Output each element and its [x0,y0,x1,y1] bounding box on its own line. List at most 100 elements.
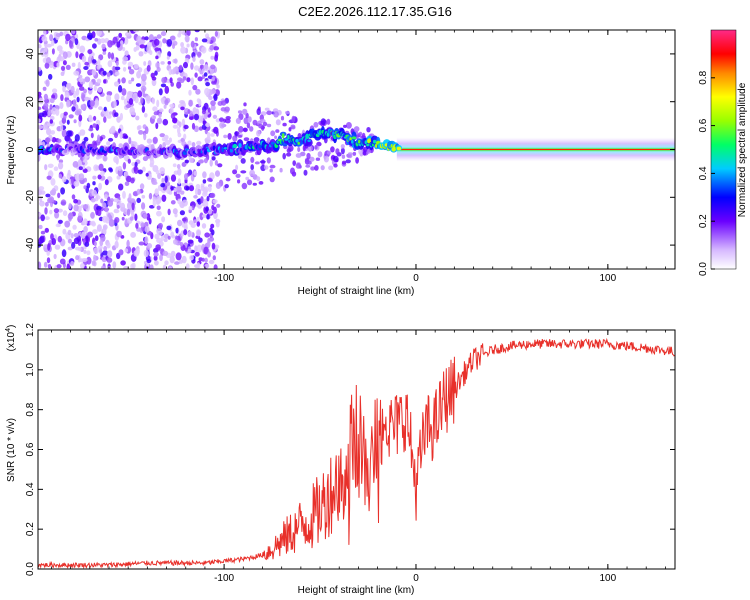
noise-speck [183,61,188,69]
noise-speck [128,68,135,75]
noise-speck [55,223,61,228]
y-tick-label: 40 [25,48,36,60]
noise-speck [113,112,119,117]
noise-speck [139,183,145,190]
noise-speck [225,118,231,124]
noise-speck [126,175,132,183]
noise-speck [44,137,51,143]
noise-speck [54,244,61,250]
noise-speck [207,107,211,113]
noise-speck [184,35,190,43]
noise-speck [187,109,191,114]
noise-speck [176,81,182,89]
noise-speck [225,177,231,182]
noise-speck [60,94,64,102]
noise-speck [164,85,170,94]
noise-speck [43,30,47,37]
ridge-blob [364,140,368,145]
noise-speck [209,159,213,167]
noise-speck [180,190,185,195]
noise-speck [290,167,295,175]
noise-speck [305,164,311,168]
noise-speck [209,227,213,233]
noise-speck [197,159,204,164]
noise-speck [183,124,189,130]
noise-speck [264,107,270,111]
noise-speck [144,225,150,233]
noise-speck [66,119,70,125]
noise-speck [343,124,347,128]
noise-speck [154,188,159,196]
noise-speck [246,179,253,186]
noise-speck [148,192,153,200]
ridge-blob [295,138,299,143]
noise-speck [51,48,55,55]
noise-speck [38,186,45,191]
y-tick-label: 1.2 [25,323,36,337]
noise-speck [113,198,119,203]
noise-speck [98,106,103,111]
noise-speck [75,255,80,261]
noise-speck [333,163,338,168]
noise-speck [108,137,114,142]
noise-speck [55,108,60,116]
noise-speck [149,205,155,209]
noise-speck [258,181,264,185]
noise-speck [66,99,71,108]
noise-speck [193,170,198,176]
noise-speck [116,41,121,48]
noise-speck [79,129,86,136]
noise-speck [214,159,218,166]
noise-speck [141,194,146,199]
noise-speck [240,158,246,164]
noise-speck [245,176,250,181]
noise-speck [275,129,280,133]
noise-speck [87,231,93,238]
noise-speck [56,264,62,269]
noise-speck [157,230,163,236]
noise-speck [113,156,119,163]
noise-speck [70,261,75,266]
noise-speck [103,106,107,112]
noise-speck [80,263,85,269]
noise-speck [196,221,201,227]
noise-speck [256,176,261,182]
noise-speck [62,228,67,235]
noise-speck [48,196,55,203]
noise-speck [170,174,177,182]
noise-speck [297,146,301,153]
spectrogram-panel: -100 0 100 -40 -20 0 20 40 Height of straight l… [6,29,676,297]
noise-speck [159,167,165,175]
noise-speck [288,127,292,132]
noise-speck [175,252,182,261]
noise-speck [335,148,340,155]
noise-speck [38,97,44,105]
noise-speck [266,110,273,116]
noise-speck [213,264,218,269]
noise-speck [199,212,204,221]
noise-speck [198,257,203,262]
noise-speck [193,219,198,224]
noise-speck [266,123,272,128]
noise-speck [57,235,62,243]
noise-speck [259,160,266,164]
noise-speck [203,102,209,110]
noise-speck [67,212,74,220]
noise-speck [128,193,132,201]
noise-speck [159,254,163,262]
noise-speck [163,238,168,243]
noise-speck [128,137,132,145]
noise-speck [116,116,121,123]
noise-speck [88,127,94,132]
noise-speck [358,131,363,136]
noise-speck [84,76,91,83]
noise-speck [118,183,124,191]
noise-speck [58,162,64,170]
y-tick-label: 20 [25,96,36,108]
noise-speck [106,91,113,96]
noise-speck [108,111,113,115]
noise-speck [73,199,78,204]
noise-speck [44,164,48,171]
noise-speck [216,203,221,208]
ridge-blob [287,134,290,140]
